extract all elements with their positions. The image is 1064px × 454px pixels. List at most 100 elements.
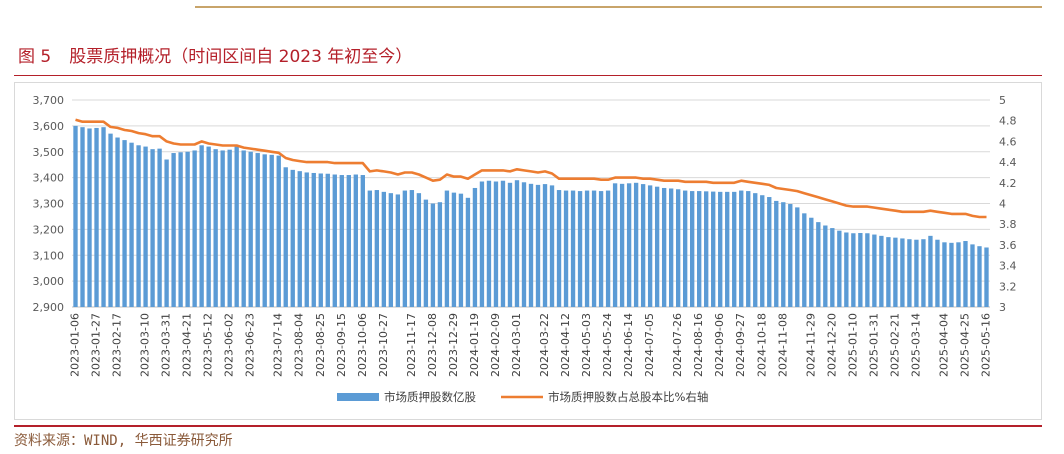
x-axis-tick-label: 2024-09-27 — [734, 313, 747, 377]
bar — [563, 190, 569, 307]
x-axis-tick-label: 2024-08-16 — [692, 313, 705, 377]
x-axis-tick-label: 2024-03-01 — [510, 313, 523, 377]
bar — [774, 200, 779, 307]
bar — [788, 204, 793, 307]
bar — [311, 172, 316, 307]
bar — [437, 202, 443, 307]
bar — [87, 128, 92, 307]
bar — [332, 174, 337, 307]
x-axis-tick-label: 2024-09-06 — [713, 313, 726, 377]
bar — [949, 242, 954, 307]
bar — [977, 246, 982, 307]
x-axis-tick-label: 2023-08-25 — [314, 313, 327, 377]
bar — [886, 237, 891, 307]
bar — [879, 235, 884, 307]
bar — [171, 153, 176, 307]
bar — [143, 146, 148, 307]
bar — [409, 190, 415, 307]
bar — [283, 167, 288, 307]
x-axis-tick-label: 2025-01-10 — [846, 313, 859, 377]
x-axis-tick-label: 2023-12-08 — [426, 313, 439, 377]
bar — [185, 151, 190, 307]
bar — [444, 190, 450, 307]
x-axis-tick-label: 2023-05-12 — [202, 313, 215, 377]
bar — [241, 150, 246, 307]
bar — [816, 222, 821, 307]
left-axis-ticks: 2,900 3,000 3,100 3,200 3,300 3,400 3,500 3,600… — [33, 94, 65, 314]
x-axis-tick-label: 2024-04-12 — [559, 313, 572, 377]
x-axis-tick-label: 2024-07-26 — [671, 313, 684, 377]
x-axis-ticks: 2023-01-06 2023-01-27 2023-02-17 2023-03-10… — [69, 313, 993, 377]
x-axis-tick-label: 2024-05-24 — [601, 313, 614, 377]
bar — [521, 182, 527, 307]
bar — [136, 145, 141, 307]
left-axis-tick-label: 3,100 — [33, 249, 65, 262]
bar — [80, 127, 85, 307]
bar — [921, 239, 926, 307]
right-axis-tick-label: 5 — [999, 94, 1006, 107]
bar — [837, 230, 842, 307]
x-axis-tick-label: 2025-02-21 — [888, 313, 901, 377]
x-axis-tick-label: 2024-02-09 — [489, 313, 502, 377]
x-axis-tick-label: 2024-01-19 — [468, 313, 481, 377]
bar — [262, 154, 267, 307]
bar — [732, 191, 737, 307]
bar — [851, 233, 856, 307]
bar — [865, 233, 870, 307]
bar — [325, 173, 330, 307]
x-axis-tick-label: 2024-12-20 — [825, 313, 838, 377]
x-axis-tick-label: 2024-07-05 — [643, 313, 656, 377]
bar — [157, 148, 162, 307]
bar — [556, 190, 562, 307]
left-axis-tick-label: 3,700 — [33, 94, 65, 107]
bar — [220, 150, 225, 307]
right-axis-tick-label: 3.8 — [999, 218, 1017, 231]
bar — [661, 187, 667, 307]
bar — [760, 195, 765, 307]
right-axis-tick-label: 4 — [999, 198, 1006, 211]
bar — [570, 190, 576, 307]
bar — [668, 188, 674, 307]
bar — [192, 150, 197, 307]
bar — [528, 183, 534, 307]
bar — [73, 125, 78, 307]
bar — [584, 190, 590, 307]
x-axis-tick-label: 2025-04-25 — [958, 313, 971, 377]
chart-frame: 2,900 3,000 3,100 3,200 3,300 3,400 3,500 3,600… — [14, 82, 1042, 420]
bar — [718, 191, 723, 307]
bar — [486, 180, 492, 307]
bar — [269, 154, 274, 307]
legend-bar-swatch — [337, 393, 379, 401]
bar — [767, 197, 772, 307]
x-axis-tick-label: 2023-06-23 — [244, 313, 257, 377]
bar-series — [73, 125, 989, 307]
bar — [122, 140, 127, 307]
bar — [465, 197, 471, 307]
bar — [367, 190, 372, 307]
bar — [746, 191, 751, 307]
bar — [739, 190, 744, 307]
bar — [549, 185, 555, 307]
bar — [612, 183, 618, 307]
x-axis-tick-label: 2025-04-04 — [937, 313, 950, 377]
x-axis-tick-label: 2025-03-14 — [909, 313, 922, 377]
figure-title-text: 股票质押概况（时间区间自 2023 年初至今） — [69, 47, 413, 67]
bar — [227, 149, 232, 307]
bar — [276, 155, 281, 307]
left-axis-tick-label: 3,400 — [33, 172, 65, 185]
bar — [809, 217, 814, 307]
title-underline — [14, 75, 1042, 76]
bar — [178, 152, 183, 307]
x-axis-tick-label: 2024-10-18 — [755, 313, 768, 377]
bar — [346, 175, 351, 307]
x-axis-tick-label: 2023-12-29 — [447, 313, 460, 377]
top-decorative-rule — [195, 6, 1042, 8]
left-axis-tick-label: 3,500 — [33, 146, 65, 159]
bar — [255, 153, 260, 307]
bar — [388, 193, 394, 307]
bar — [206, 146, 211, 307]
bar — [795, 207, 800, 307]
bar — [458, 193, 464, 307]
bar — [248, 151, 253, 307]
bar — [697, 191, 702, 307]
